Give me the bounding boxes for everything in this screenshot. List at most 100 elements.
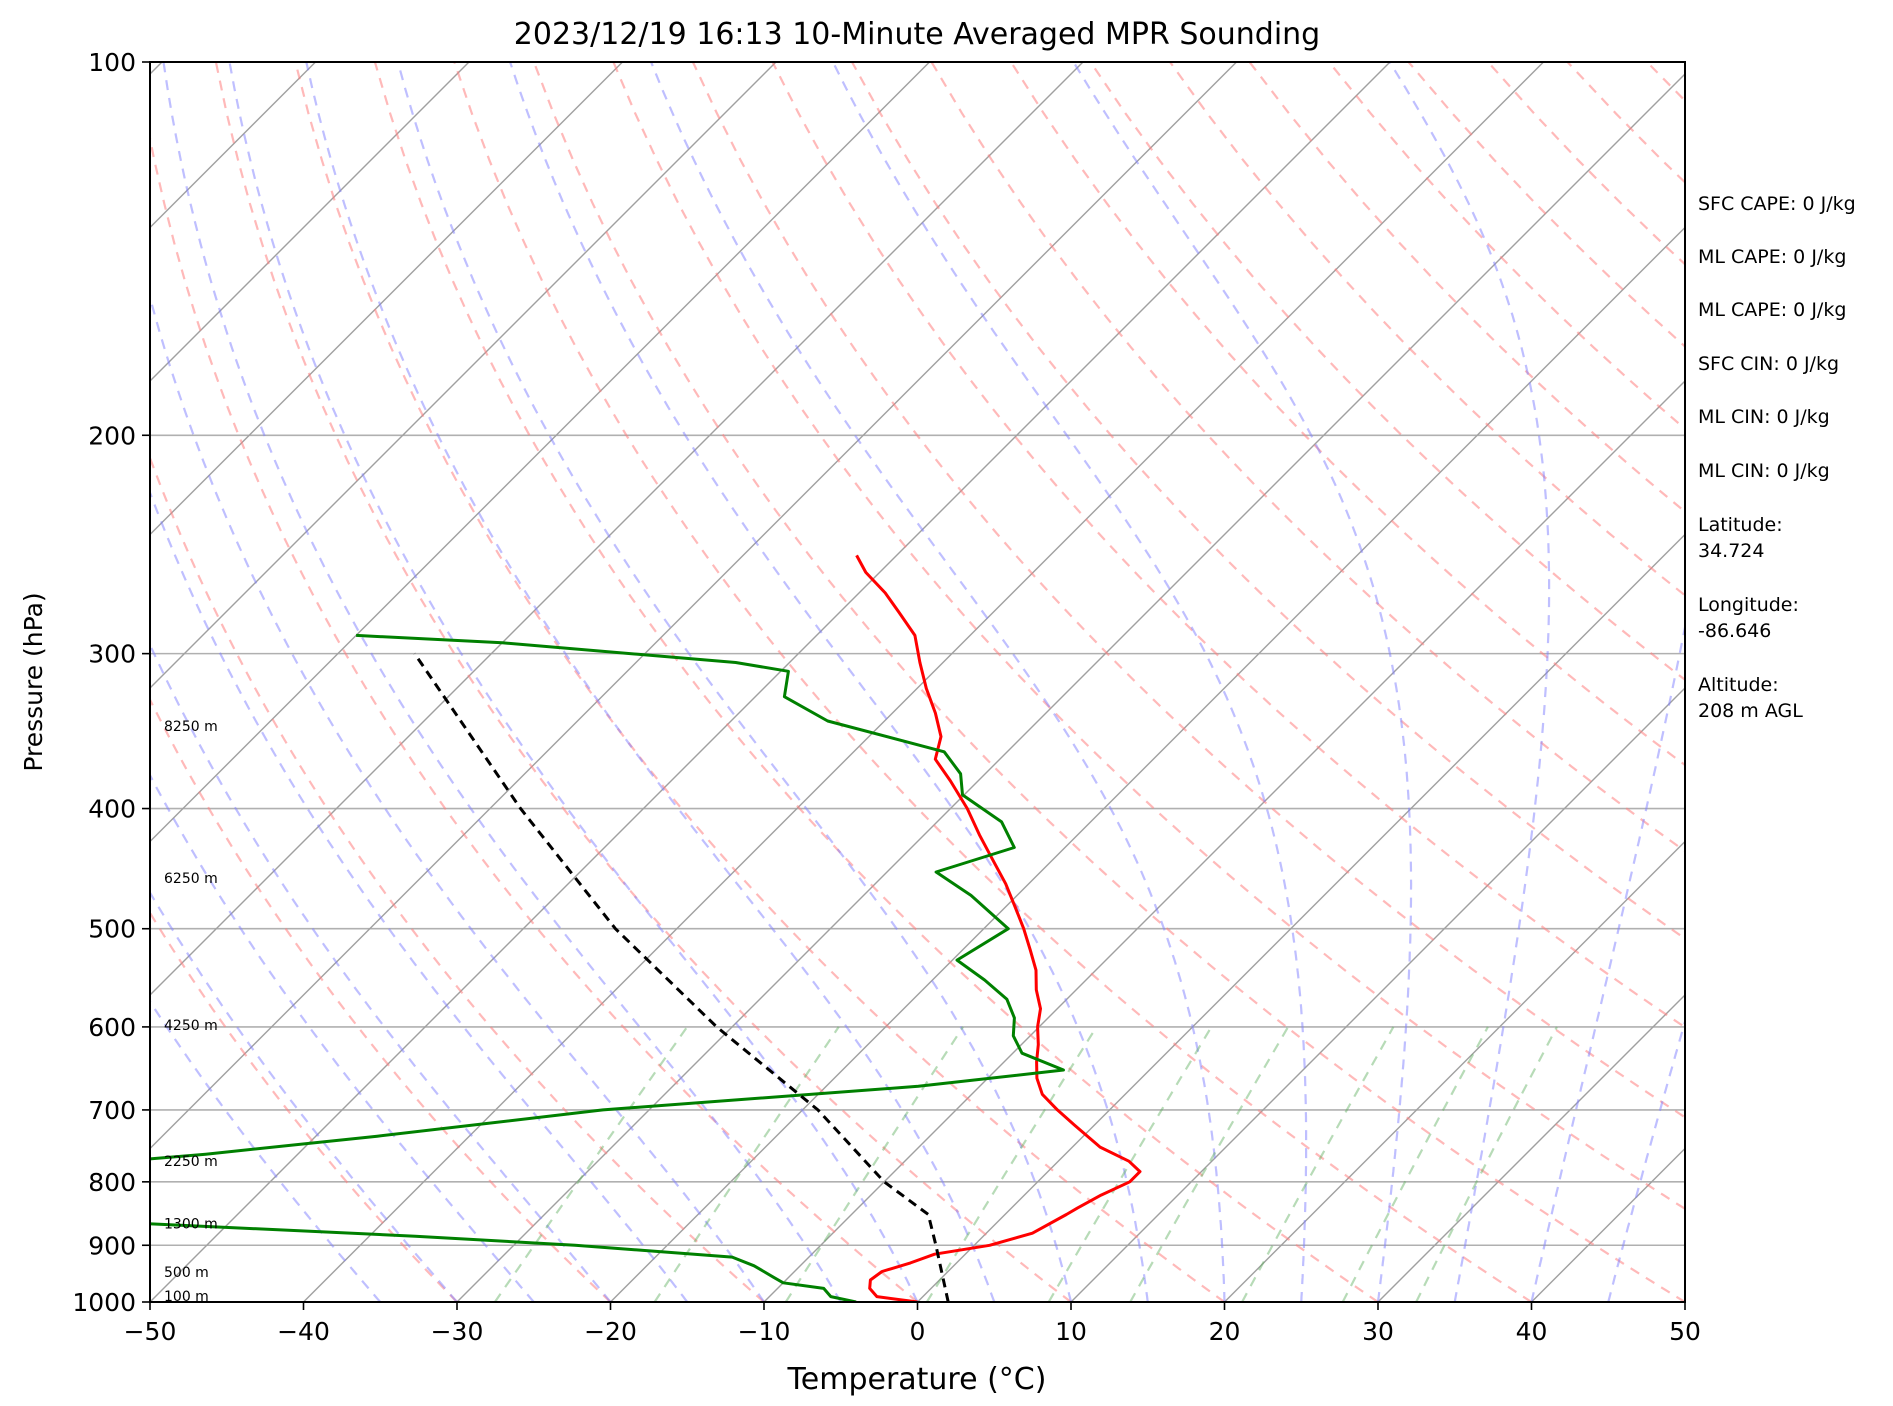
dry-adiabat-line <box>532 62 1685 1302</box>
ml-cin-text: ML CIN: 0 J/kg <box>1698 406 1830 428</box>
isotherm-line <box>150 62 1391 1302</box>
altitude-label: Altitude: <box>1698 674 1779 696</box>
x-tick-label: 50 <box>1669 1317 1701 1346</box>
height-annotation: 500 m <box>164 1265 209 1281</box>
longitude-value: -86.646 <box>1698 620 1771 642</box>
y-tick-label: 100 <box>88 48 136 77</box>
x-tick-label: 30 <box>1362 1317 1394 1346</box>
x-tick-label: −20 <box>584 1317 637 1346</box>
sfc-cape-text: SFC CAPE: 0 J/kg <box>1698 193 1856 215</box>
moist-adiabat-line <box>1607 1017 1685 1302</box>
altitude-value: 208 m AGL <box>1698 700 1803 722</box>
isotherm-line <box>150 62 777 689</box>
ml-cape-text: ML CAPE: 0 J/kg <box>1698 299 1846 321</box>
mixing-ratio-line <box>1341 1026 1489 1302</box>
dry-adiabat-line <box>294 62 1226 1302</box>
y-tick-label: 900 <box>88 1231 136 1260</box>
x-axis-label: Temperature (°C) <box>787 1362 1047 1397</box>
info-panel: SFC CAPE: 0 J/kg ML CAPE: 0 J/kg ML CAPE… <box>1698 193 1856 722</box>
isotherm-line <box>456 73 1685 1302</box>
x-tick-label: 20 <box>1209 1317 1241 1346</box>
moist-adiabat-line <box>162 62 842 1302</box>
x-axis-ticks: −50 −40 −30 −20 −10 0 10 20 30 40 50 <box>124 1302 1701 1346</box>
moist-adiabat-line <box>150 999 382 1302</box>
isotherm-line <box>150 62 930 843</box>
dry-adiabat-line <box>373 62 1379 1302</box>
dry-adiabat-line <box>150 697 612 1302</box>
x-tick-label: −50 <box>124 1317 177 1346</box>
moist-adiabat-line <box>150 489 689 1302</box>
dry-adiabat-line <box>214 62 1072 1302</box>
moist-adiabat-line <box>150 293 765 1302</box>
isotherm-line <box>150 62 1237 1150</box>
y-tick-label: 600 <box>88 1013 136 1042</box>
moist-adiabat-line <box>1530 621 1685 1302</box>
isotherm-line <box>150 62 623 536</box>
dry-adiabat-line <box>150 132 919 1302</box>
sfc-cin-text: SFC CIN: 0 J/kg <box>1698 353 1839 375</box>
x-tick-label: −40 <box>277 1317 330 1346</box>
y-tick-label: 400 <box>88 795 136 824</box>
x-tick-label: 10 <box>1055 1317 1087 1346</box>
ml-cape-text: ML CAPE: 0 J/kg <box>1698 246 1846 268</box>
dry-adiabat-lines <box>150 62 1685 1302</box>
moist-adiabat-line <box>831 62 1308 1302</box>
gridlines <box>150 62 1685 1302</box>
mixing-ratio-lines <box>493 1026 1558 1302</box>
y-axis-ticks: 100 200 300 400 500 600 700 800 900 1000 <box>72 48 150 1317</box>
dry-adiabat-line <box>851 62 1685 940</box>
height-annotation: 1300 m <box>164 1216 218 1232</box>
moist-adiabat-line <box>1388 62 1551 1302</box>
y-tick-label: 700 <box>88 1096 136 1125</box>
x-tick-label: 0 <box>910 1317 926 1346</box>
ml-cin-text: ML CIN: 0 J/kg <box>1698 460 1830 482</box>
dry-adiabat-line <box>771 62 1685 1029</box>
isotherm-line <box>1377 994 1685 1302</box>
parcel-line <box>413 652 950 1302</box>
moist-adiabat-line <box>150 890 458 1302</box>
dry-adiabat-line <box>691 62 1685 1119</box>
dry-adiabat-line <box>1169 62 1685 597</box>
isotherm-lines <box>150 62 1685 1302</box>
y-tick-label: 300 <box>88 640 136 669</box>
x-tick-label: −30 <box>431 1317 484 1346</box>
dry-adiabat-line <box>150 910 458 1302</box>
moist-adiabat-line <box>150 642 612 1302</box>
moist-adiabat-line <box>650 62 1226 1302</box>
height-annotation: 6250 m <box>164 871 218 887</box>
x-tick-label: −10 <box>738 1317 791 1346</box>
mixing-ratio-line <box>493 1026 689 1302</box>
height-annotation: 8250 m <box>164 719 218 735</box>
dry-adiabat-line <box>150 454 765 1302</box>
moist-adiabat-line <box>228 62 919 1302</box>
dry-adiabat-line <box>930 62 1685 853</box>
mixing-ratio-line <box>1047 1026 1213 1302</box>
moist-adiabat-line <box>150 772 535 1302</box>
dewpoint-line <box>150 633 1065 1302</box>
isotherm-line <box>1070 687 1685 1302</box>
longitude-label: Longitude: <box>1698 594 1799 616</box>
mixing-ratio-line <box>1415 1026 1558 1302</box>
isotherm-line <box>917 533 1685 1302</box>
height-annotation: 4250 m <box>164 1018 218 1034</box>
latitude-label: Latitude: <box>1698 514 1783 536</box>
dry-adiabat-line <box>453 62 1533 1302</box>
isotherm-line <box>763 380 1685 1302</box>
isotherm-line <box>150 62 470 382</box>
dry-adiabat-line <box>1089 62 1685 682</box>
moist-adiabat-line <box>509 62 1149 1302</box>
x-tick-label: 40 <box>1516 1317 1548 1346</box>
plot-area <box>150 62 1685 1302</box>
mixing-ratio-line <box>1129 1026 1290 1302</box>
dry-adiabat-line <box>612 62 1685 1211</box>
isotherm-line <box>1224 840 1685 1302</box>
chart-title: 2023/12/19 16:13 10-Minute Averaged MPR … <box>514 17 1320 52</box>
y-tick-label: 800 <box>88 1168 136 1197</box>
mixing-ratio-line <box>925 1026 1098 1302</box>
mixing-ratio-line <box>784 1026 964 1302</box>
latitude-value: 34.724 <box>1698 540 1764 562</box>
mixing-ratio-line <box>1241 1026 1395 1302</box>
isotherm-line <box>150 62 1084 996</box>
